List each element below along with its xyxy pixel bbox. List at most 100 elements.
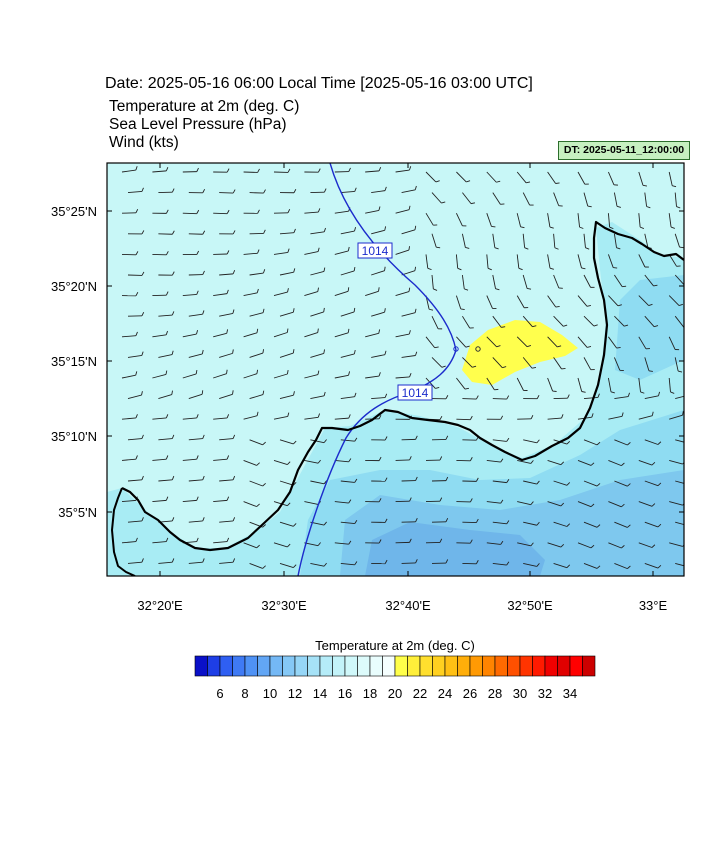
- wind-barb-flag: [436, 246, 441, 249]
- wind-barb: [522, 315, 533, 328]
- wind-barb: [607, 213, 611, 228]
- wind-barb: [334, 417, 349, 420]
- isobar-label-south: 1014: [397, 384, 433, 401]
- wind-barb: [340, 521, 355, 525]
- wind-barb-flag: [135, 209, 139, 214]
- wind-barb-flag: [596, 441, 601, 446]
- wind-barb: [158, 438, 173, 441]
- wind-barb: [395, 249, 410, 255]
- wind-barb: [340, 270, 355, 276]
- colorbar-cell: [319, 655, 333, 677]
- wind-barb-flag: [263, 189, 266, 194]
- wind-barb: [668, 213, 672, 228]
- wind-barb: [668, 295, 680, 306]
- wind-barb: [152, 334, 167, 338]
- wind-barb-flag: [651, 503, 656, 507]
- wind-barb-flag: [627, 392, 630, 397]
- date-title: Date: 2025-05-16 06:00 Local Time [2025-…: [105, 75, 533, 92]
- wind-barb: [547, 171, 556, 184]
- wind-barb: [583, 480, 598, 487]
- wind-barb-flag: [323, 188, 327, 193]
- map-plot-area: [107, 163, 690, 576]
- wind-barb-flag: [466, 180, 471, 183]
- wind-barb-flag: [678, 370, 683, 373]
- wind-barb: [553, 274, 560, 289]
- wind-barb-flag: [262, 390, 265, 395]
- colorbar-cell: [232, 655, 246, 677]
- wind-barb-flag: [549, 267, 554, 270]
- wind-barb-flag: [201, 390, 204, 395]
- wind-barb: [425, 212, 434, 226]
- wind-barb-flag: [524, 247, 529, 250]
- wind-barb-flag: [501, 326, 506, 328]
- wind-barb-flag: [460, 308, 465, 310]
- lon-label-32-20: 32°20'E: [137, 598, 183, 613]
- wind-barb-flag: [596, 483, 601, 487]
- wind-barb-flag: [165, 251, 169, 256]
- wind-barb: [243, 501, 257, 508]
- wind-barb: [188, 520, 203, 523]
- isobar-label-south-text: 1014: [402, 386, 429, 400]
- wind-barb-flag: [536, 439, 540, 444]
- colorbar-cell: [207, 655, 221, 677]
- wind-barb-flag: [609, 226, 614, 230]
- wind-barb: [249, 352, 264, 358]
- wind-barb-flag: [287, 208, 291, 213]
- wind-barb: [431, 274, 434, 289]
- colorbar-cell: [219, 655, 233, 677]
- colorbar-tick-labels: 6 8 10 12 14 16 18 20 22 24 26 28 30 32 34: [216, 686, 577, 701]
- wind-barb-flag: [648, 303, 653, 306]
- coastline-west: [111, 487, 136, 576]
- wind-barb-flag: [616, 205, 621, 208]
- wind-barb-flag: [445, 435, 449, 440]
- wind-barb-flag: [560, 502, 565, 507]
- wind-barb: [456, 336, 467, 348]
- colorbar-cell: [507, 655, 521, 677]
- wind-barb: [213, 373, 227, 379]
- wind-barb: [486, 171, 497, 183]
- wind-barb-flag: [491, 225, 496, 228]
- wind-barb-flag: [141, 230, 145, 235]
- wind-barb-flag: [323, 267, 326, 272]
- wind-barb-flag: [256, 411, 259, 416]
- wind-barb-flag: [689, 391, 690, 395]
- wind-barb: [456, 377, 466, 390]
- wind-barb-flag: [293, 564, 297, 568]
- wind-barb-flag: [439, 538, 443, 543]
- wind-barb: [577, 501, 592, 508]
- wind-barb-flag: [348, 414, 351, 419]
- colorbar-cell: [582, 655, 596, 677]
- wind-barb-flag: [469, 498, 473, 503]
- wind-barb-flag: [287, 168, 291, 173]
- colorbar-cell: [569, 655, 583, 677]
- wind-barb-flag: [323, 480, 327, 485]
- wind-barb: [425, 377, 436, 389]
- wind-barb-flag: [165, 370, 168, 375]
- wind-barb: [158, 561, 173, 564]
- wind-barb-flag: [141, 434, 144, 439]
- wind-barb: [279, 521, 294, 527]
- wind-barb: [674, 315, 684, 328]
- wind-barb-flag: [287, 412, 290, 417]
- wind-barb-flag: [472, 365, 477, 368]
- wind-barb: [371, 229, 385, 235]
- wind-barb-flag: [293, 189, 297, 193]
- wind-barb: [401, 355, 416, 358]
- wind-barb: [188, 479, 203, 482]
- temp-band-deep: [365, 522, 545, 576]
- colorbar-cell: [307, 655, 321, 677]
- wind-barb-flag: [232, 269, 236, 275]
- wind-barb-flag: [536, 521, 540, 526]
- wind-barb-flag: [415, 351, 418, 356]
- wind-barb-flag: [257, 168, 260, 173]
- colorbar-cell: [532, 655, 546, 677]
- wind-barb: [517, 501, 531, 506]
- wind-barb: [310, 480, 325, 485]
- wind-barb: [340, 439, 355, 442]
- lon-label-32-30: 32°30'E: [261, 598, 307, 613]
- wind-barb-flag: [596, 524, 601, 528]
- wind-barb: [310, 395, 325, 400]
- wind-barb: [121, 499, 136, 503]
- wind-barb-flag: [354, 478, 358, 483]
- wind-barb-flag: [555, 182, 560, 184]
